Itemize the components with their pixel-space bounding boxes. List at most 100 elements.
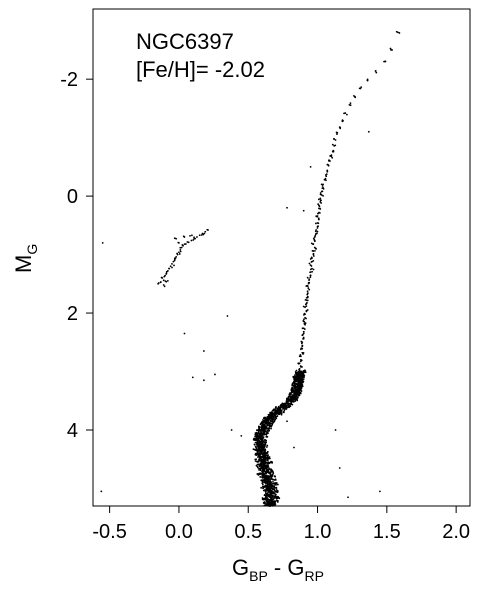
data-point-main-sequence [267, 500, 269, 503]
data-point-field-stars [226, 315, 229, 317]
data-point-red-giant-branch [300, 359, 303, 362]
data-point-horizontal-branch [190, 239, 193, 242]
data-point-main-sequence [264, 494, 267, 496]
data-point-main-sequence [261, 438, 264, 441]
data-point-red-giant-branch [306, 284, 309, 287]
data-point-red-giant-branch [325, 175, 328, 178]
data-point-red-giant-branch [334, 139, 337, 141]
data-point-red-giant-branch [302, 305, 305, 308]
data-point-main-sequence [261, 429, 264, 432]
data-point-main-sequence [296, 371, 299, 374]
data-point-main-sequence [290, 395, 293, 398]
data-point-red-giant-branch [312, 268, 315, 271]
data-point-main-sequence [287, 404, 290, 407]
data-point-red-giant-branch [302, 337, 304, 340]
data-point-field-stars [286, 206, 288, 209]
data-point-red-giant-branch [305, 317, 307, 320]
data-point-horizontal-branch [180, 246, 183, 249]
data-point-red-giant-branch [316, 232, 318, 235]
data-point-red-giant-branch [310, 256, 313, 259]
data-point-field-stars [101, 241, 104, 244]
data-point-main-sequence [255, 449, 258, 452]
data-point-main-sequence [292, 389, 295, 392]
data-point-red-giant-branch [331, 156, 334, 159]
data-point-main-sequence [257, 434, 260, 437]
data-point-horizontal-branch [179, 246, 182, 249]
data-point-red-giant-branch [299, 353, 302, 356]
data-point-horizontal-branch [193, 236, 195, 239]
data-point-main-sequence [260, 472, 263, 475]
data-point-main-sequence [255, 464, 258, 467]
data-point-red-giant-branch [389, 47, 392, 50]
data-point-main-sequence [301, 380, 304, 383]
data-point-main-sequence [259, 455, 262, 458]
data-point-main-sequence [259, 423, 262, 426]
data-point-main-sequence [264, 472, 267, 475]
data-point-main-sequence [293, 374, 296, 377]
data-point-red-giant-branch [398, 32, 401, 34]
data-point-main-sequence [264, 481, 266, 484]
data-point-main-sequence [289, 398, 292, 401]
data-point-main-sequence [269, 457, 271, 460]
data-point-main-sequence [278, 407, 280, 410]
data-point-red-giant-branch [332, 150, 335, 153]
data-point-red-giant-branch [309, 258, 312, 260]
data-point-main-sequence [274, 475, 277, 478]
data-point-main-sequence [272, 491, 275, 494]
data-point-horizontal-branch [204, 230, 207, 233]
data-point-red-giant-branch [317, 217, 320, 220]
data-point-main-sequence [262, 437, 265, 439]
data-point-main-sequence [293, 382, 295, 385]
data-point-horizontal-branch [175, 256, 178, 258]
data-point-horizontal-branch [203, 232, 206, 235]
x-tick-label: 0.0 [165, 521, 193, 543]
data-point-horizontal-branch [173, 237, 176, 240]
data-point-main-sequence [285, 404, 288, 407]
data-point-main-sequence [295, 383, 297, 386]
data-point-main-sequence [266, 415, 269, 418]
data-point-main-sequence [266, 485, 269, 487]
data-point-red-giant-branch [395, 30, 398, 33]
data-point-horizontal-branch [183, 243, 186, 246]
data-point-main-sequence [262, 487, 264, 490]
data-point-main-sequence [273, 420, 275, 423]
data-point-red-giant-branch [336, 133, 338, 136]
data-point-main-sequence [272, 481, 274, 483]
data-point-red-giant-branch [321, 190, 324, 193]
data-point-main-sequence [300, 387, 303, 390]
data-point-main-sequence [268, 500, 271, 503]
data-point-main-sequence [276, 415, 279, 417]
data-point-main-sequence [258, 428, 261, 431]
data-point-red-giant-branch [309, 274, 312, 277]
data-point-main-sequence [254, 441, 257, 444]
data-point-red-giant-branch [303, 318, 305, 321]
x-axis-label-sub2: RP [304, 568, 323, 584]
data-point-main-sequence [267, 430, 270, 432]
data-point-main-sequence [301, 385, 304, 388]
data-point-main-sequence [254, 433, 257, 436]
data-point-main-sequence [301, 376, 304, 379]
data-point-horizontal-branch [169, 265, 172, 268]
data-point-main-sequence [274, 503, 276, 506]
data-point-main-sequence [297, 396, 299, 399]
data-point-main-sequence [261, 485, 264, 488]
data-point-red-giant-branch [317, 212, 319, 215]
data-point-horizontal-branch [196, 236, 198, 238]
data-point-main-sequence [280, 409, 282, 411]
data-point-red-giant-branch [314, 247, 317, 250]
data-point-red-giant-branch [343, 112, 345, 115]
data-point-red-giant-branch [306, 309, 309, 311]
data-point-main-sequence [276, 497, 278, 500]
data-point-field-stars [293, 446, 295, 449]
x-tick-label: 2.0 [442, 521, 470, 543]
data-point-red-giant-branch [353, 95, 355, 97]
data-point-red-giant-branch [311, 270, 314, 273]
data-point-main-sequence [257, 448, 260, 451]
data-point-horizontal-branch [191, 234, 193, 237]
data-point-red-giant-branch [322, 187, 325, 190]
data-point-red-giant-branch [316, 215, 319, 218]
data-point-main-sequence [264, 490, 267, 493]
data-point-horizontal-branch [200, 234, 203, 236]
data-point-main-sequence [265, 476, 268, 479]
data-point-horizontal-branch [175, 237, 178, 240]
